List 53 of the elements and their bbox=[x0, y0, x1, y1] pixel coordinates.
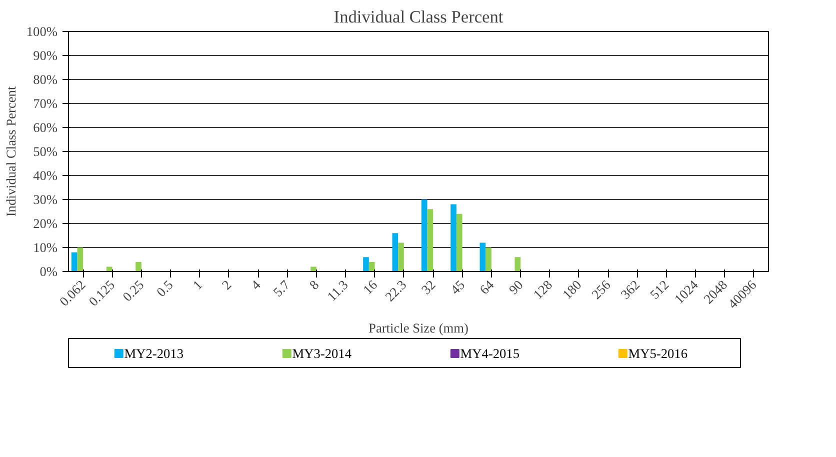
x-tick-label: 8 bbox=[306, 276, 322, 293]
bar bbox=[514, 257, 521, 272]
bar bbox=[77, 248, 84, 272]
y-tick-label: 40% bbox=[33, 168, 58, 183]
bar bbox=[363, 257, 369, 272]
x-tick-label: 22.3 bbox=[382, 276, 410, 304]
x-tick-label: 128 bbox=[530, 276, 556, 302]
y-tick-label: 20% bbox=[33, 216, 58, 231]
bar bbox=[427, 209, 434, 272]
x-tick-label: 45 bbox=[448, 276, 468, 298]
x-tick-label: 512 bbox=[646, 277, 672, 302]
bar bbox=[456, 214, 462, 272]
y-tick-label: 50% bbox=[33, 144, 58, 159]
legend-label: MY5-2016 bbox=[628, 346, 688, 361]
bar bbox=[486, 248, 492, 272]
y-tick-label: 60% bbox=[33, 120, 58, 135]
y-axis-title: Individual Class Percent bbox=[3, 86, 18, 217]
x-axis-title: Particle Size (mm) bbox=[368, 320, 468, 336]
x-tick-label: 5.7 bbox=[270, 276, 293, 300]
y-tick-label: 70% bbox=[33, 96, 58, 111]
legend-label: MY3-2014 bbox=[292, 346, 352, 361]
bar bbox=[398, 242, 404, 272]
x-tick-label: 90 bbox=[506, 276, 526, 298]
bar bbox=[310, 266, 316, 272]
x-tick-label: 11.3 bbox=[324, 276, 352, 304]
bar bbox=[480, 242, 486, 272]
bar bbox=[71, 252, 78, 272]
y-tick-label: 0% bbox=[40, 264, 58, 279]
bar bbox=[450, 204, 456, 272]
bar bbox=[106, 266, 112, 272]
x-tick-label: 16 bbox=[360, 276, 380, 298]
x-tick-label: 32 bbox=[418, 277, 438, 298]
y-tick-label: 30% bbox=[33, 192, 58, 207]
x-tick-label: 362 bbox=[618, 277, 643, 302]
x-tick-label: 1 bbox=[190, 277, 206, 293]
bar bbox=[136, 262, 142, 272]
legend-label: MY4-2015 bbox=[460, 346, 520, 361]
y-tick-label: 90% bbox=[33, 48, 58, 63]
x-tick-label: 4 bbox=[248, 276, 264, 293]
x-tick-label: 0.5 bbox=[154, 276, 176, 300]
y-tick-label: 10% bbox=[33, 240, 58, 255]
x-tick-label: 0.25 bbox=[120, 276, 147, 304]
bar bbox=[392, 233, 398, 272]
bar bbox=[421, 200, 428, 272]
x-tick-label: 2 bbox=[218, 277, 234, 293]
x-tick-label: 256 bbox=[588, 276, 614, 302]
y-tick-label: 80% bbox=[33, 72, 58, 87]
x-tick-label: 64 bbox=[476, 276, 497, 298]
chart-title: Individual Class Percent bbox=[334, 8, 504, 26]
bar bbox=[368, 262, 375, 272]
legend-label: MY2-2013 bbox=[124, 346, 184, 361]
x-tick-label: 180 bbox=[559, 276, 584, 302]
y-tick-label: 100% bbox=[26, 24, 58, 39]
